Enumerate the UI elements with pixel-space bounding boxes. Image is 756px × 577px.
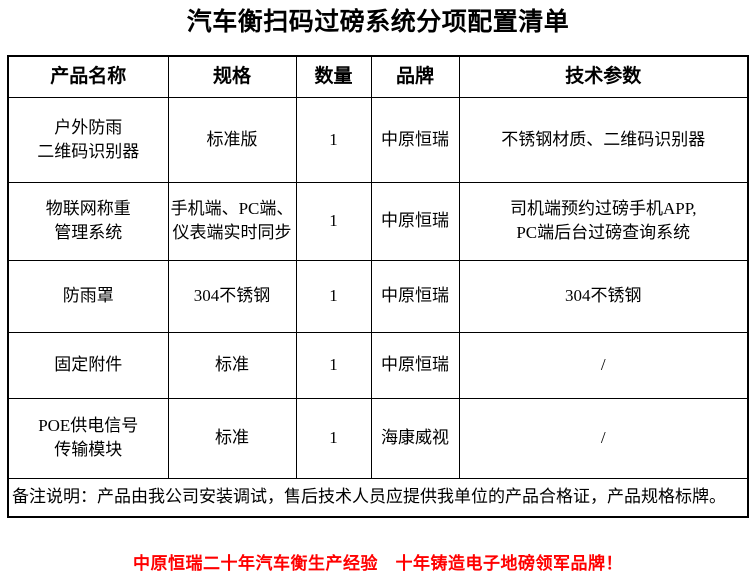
cell-brand: 中原恒瑞 [370, 331, 460, 399]
cell-params: / [458, 397, 749, 479]
cell-qty: 1 [295, 331, 372, 399]
col-header-qty: 数量 [295, 55, 372, 98]
header-row: 产品名称 规格 数量 品牌 技术参数 [7, 55, 749, 98]
cell-product-name: 户外防雨 二维码识别器 [7, 96, 169, 183]
cell-spec: 标准 [167, 397, 297, 479]
col-header-brand: 品牌 [370, 55, 460, 98]
cell-product-name: 防雨罩 [7, 259, 169, 333]
cell-qty: 1 [295, 397, 372, 479]
cell-brand: 中原恒瑞 [370, 96, 460, 183]
table-row: 物联网称重 管理系统 手机端、PC端、 仪表端实时同步 1 中原恒瑞 司机端预约… [7, 181, 749, 261]
cell-spec: 304不锈钢 [167, 259, 297, 333]
cell-spec: 标准 [167, 331, 297, 399]
cell-product-name: 固定附件 [7, 331, 169, 399]
cell-spec: 标准版 [167, 96, 297, 183]
remark-row: 备注说明：产品由我公司安装调试，售后技术人员应提供我单位的产品合格证，产品规格标… [7, 477, 749, 518]
cell-params: / [458, 331, 749, 399]
remark-text: 备注说明：产品由我公司安装调试，售后技术人员应提供我单位的产品合格证，产品规格标… [7, 477, 749, 518]
table-row: 户外防雨 二维码识别器 标准版 1 中原恒瑞 不锈钢材质、二维码识别器 [7, 96, 749, 183]
cell-params: 不锈钢材质、二维码识别器 [458, 96, 749, 183]
col-header-spec: 规格 [167, 55, 297, 98]
col-header-params: 技术参数 [458, 55, 749, 98]
table-row: 固定附件 标准 1 中原恒瑞 / [7, 331, 749, 399]
cell-product-name: POE供电信号 传输模块 [7, 397, 169, 479]
cell-qty: 1 [295, 259, 372, 333]
config-table: 产品名称 规格 数量 品牌 技术参数 户外防雨 二维码识别器 标准版 1 中原恒… [7, 55, 749, 518]
cell-params: 司机端预约过磅手机APP, PC端后台过磅查询系统 [458, 181, 749, 261]
cell-qty: 1 [295, 96, 372, 183]
cell-qty: 1 [295, 181, 372, 261]
table-row: 防雨罩 304不锈钢 1 中原恒瑞 304不锈钢 [7, 259, 749, 333]
cell-brand: 中原恒瑞 [370, 181, 460, 261]
page-title: 汽车衡扫码过磅系统分项配置清单 [186, 9, 570, 36]
table-row: POE供电信号 传输模块 标准 1 海康威视 / [7, 397, 749, 479]
cell-spec: 手机端、PC端、 仪表端实时同步 [167, 181, 297, 261]
cell-product-name: 物联网称重 管理系统 [7, 181, 169, 261]
cell-brand: 海康威视 [370, 397, 460, 479]
col-header-product-name: 产品名称 [7, 55, 169, 98]
footer-slogan: 中原恒瑞二十年汽车衡生产经验 十年铸造电子地磅领军品牌！ [133, 554, 623, 573]
cell-brand: 中原恒瑞 [370, 259, 460, 333]
cell-params: 304不锈钢 [458, 259, 749, 333]
